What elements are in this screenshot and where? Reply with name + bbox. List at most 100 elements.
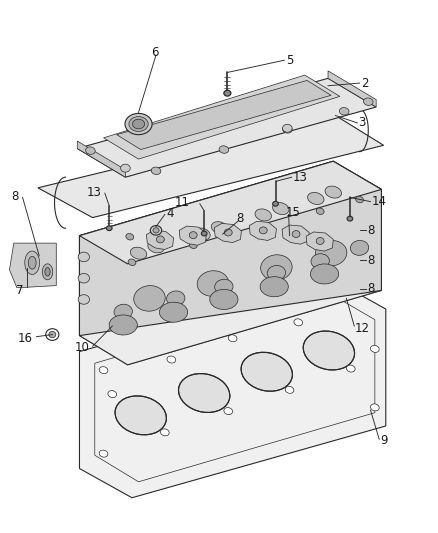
Ellipse shape	[330, 295, 339, 302]
Polygon shape	[282, 225, 308, 244]
Ellipse shape	[324, 186, 341, 198]
Ellipse shape	[346, 365, 354, 372]
Ellipse shape	[45, 268, 50, 276]
Ellipse shape	[346, 216, 352, 221]
Polygon shape	[10, 243, 56, 288]
Ellipse shape	[152, 228, 159, 233]
Polygon shape	[38, 116, 383, 217]
Polygon shape	[305, 232, 332, 251]
Ellipse shape	[293, 319, 302, 326]
Ellipse shape	[132, 119, 145, 129]
Text: 8: 8	[11, 190, 18, 203]
Ellipse shape	[370, 345, 378, 352]
Ellipse shape	[114, 304, 132, 319]
Ellipse shape	[339, 108, 348, 115]
Ellipse shape	[303, 331, 354, 370]
Ellipse shape	[126, 233, 134, 240]
Ellipse shape	[272, 201, 278, 206]
Text: 12: 12	[354, 322, 369, 335]
Ellipse shape	[78, 295, 89, 304]
Ellipse shape	[252, 225, 260, 231]
Ellipse shape	[178, 374, 230, 413]
Ellipse shape	[193, 228, 210, 240]
Text: 2: 2	[360, 77, 368, 90]
Ellipse shape	[115, 396, 166, 435]
Ellipse shape	[151, 167, 160, 174]
Polygon shape	[79, 161, 381, 365]
Polygon shape	[249, 221, 276, 240]
Polygon shape	[159, 302, 187, 322]
Ellipse shape	[315, 208, 323, 214]
Ellipse shape	[282, 124, 291, 132]
Ellipse shape	[166, 356, 175, 363]
Polygon shape	[79, 251, 381, 365]
Ellipse shape	[106, 226, 112, 231]
Text: 9: 9	[380, 434, 387, 447]
Ellipse shape	[315, 238, 323, 245]
Ellipse shape	[314, 240, 346, 266]
Ellipse shape	[150, 225, 161, 235]
Ellipse shape	[370, 404, 378, 411]
Polygon shape	[214, 223, 241, 243]
Ellipse shape	[78, 252, 89, 262]
Ellipse shape	[223, 408, 232, 415]
Ellipse shape	[285, 386, 293, 393]
Text: 13: 13	[86, 185, 101, 199]
Ellipse shape	[85, 147, 95, 155]
Ellipse shape	[197, 271, 228, 296]
Ellipse shape	[78, 273, 89, 283]
Ellipse shape	[99, 367, 108, 374]
Polygon shape	[103, 75, 339, 159]
Ellipse shape	[108, 391, 117, 398]
Ellipse shape	[129, 117, 148, 132]
Text: 11: 11	[174, 196, 189, 209]
Text: 5: 5	[286, 54, 293, 67]
Ellipse shape	[224, 229, 232, 236]
Ellipse shape	[189, 242, 197, 248]
Polygon shape	[146, 230, 173, 249]
Ellipse shape	[259, 227, 267, 234]
Polygon shape	[77, 141, 125, 177]
Ellipse shape	[201, 231, 207, 236]
Ellipse shape	[240, 352, 292, 391]
Text: 3: 3	[358, 117, 365, 130]
Ellipse shape	[310, 254, 328, 269]
Ellipse shape	[125, 114, 152, 135]
Text: 7: 7	[16, 285, 23, 297]
Ellipse shape	[120, 164, 130, 172]
Polygon shape	[179, 226, 206, 245]
Polygon shape	[79, 280, 385, 498]
Polygon shape	[327, 71, 375, 107]
Ellipse shape	[25, 251, 39, 274]
Polygon shape	[79, 161, 381, 264]
Ellipse shape	[49, 332, 56, 338]
Ellipse shape	[223, 90, 230, 96]
Ellipse shape	[260, 255, 291, 280]
Ellipse shape	[219, 146, 228, 154]
Ellipse shape	[355, 196, 363, 203]
Text: 8: 8	[236, 212, 243, 225]
Polygon shape	[310, 264, 338, 284]
Ellipse shape	[214, 279, 233, 294]
Ellipse shape	[228, 335, 237, 342]
Ellipse shape	[160, 429, 169, 436]
Ellipse shape	[189, 232, 197, 239]
Polygon shape	[117, 80, 330, 150]
Ellipse shape	[282, 126, 291, 133]
Ellipse shape	[134, 286, 165, 311]
Ellipse shape	[156, 236, 164, 243]
Ellipse shape	[46, 329, 59, 341]
Text: 4: 4	[166, 207, 173, 220]
Ellipse shape	[166, 291, 184, 306]
Ellipse shape	[363, 98, 372, 106]
Text: 6: 6	[151, 46, 158, 59]
Ellipse shape	[130, 247, 146, 259]
Text: 14: 14	[371, 195, 386, 208]
Ellipse shape	[28, 256, 36, 269]
Polygon shape	[260, 277, 288, 297]
Ellipse shape	[99, 450, 108, 457]
Ellipse shape	[291, 231, 299, 238]
Text: 8: 8	[367, 254, 374, 266]
Ellipse shape	[128, 259, 136, 265]
Ellipse shape	[211, 222, 227, 233]
